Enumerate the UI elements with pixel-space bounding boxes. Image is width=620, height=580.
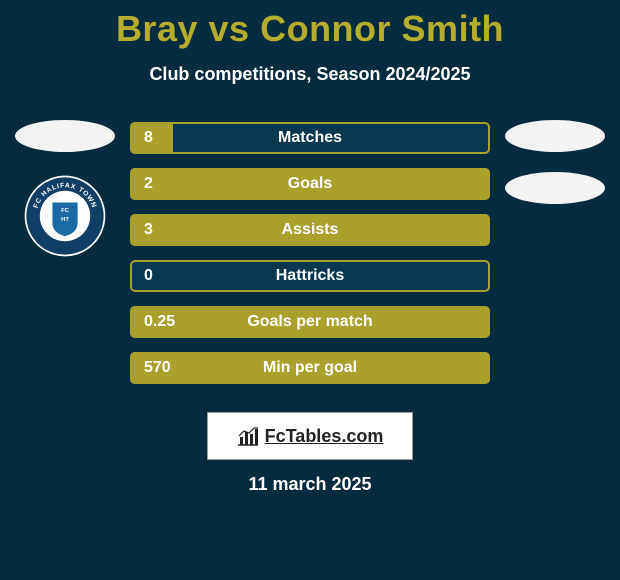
fctables-logo-text: FcTables.com [265,426,384,447]
stat-bar-matches: 8Matches [130,122,490,154]
page-title: Bray vs Connor Smith [0,0,620,50]
right-player-column [500,120,610,226]
left-club-badge: FC HALIFAX TOWN THE SHAYMEN FC HT [23,174,107,258]
bar-label: Assists [130,221,490,239]
bar-label: Goals per match [130,313,490,331]
stat-bar-goals: 2Goals [130,168,490,200]
svg-text:HT: HT [61,217,69,223]
fctables-logo[interactable]: FcTables.com [207,412,413,460]
bar-label: Min per goal [130,359,490,377]
title-right: Connor Smith [260,8,504,49]
footer-date: 11 march 2025 [0,474,620,495]
right-player-avatar [505,120,605,152]
stat-bars: 8Matches 2Goals 3Assists 0Hattricks 0.25Goal… [130,122,490,384]
left-player-column: FC HALIFAX TOWN THE SHAYMEN FC HT [10,120,120,258]
title-vs: vs [209,8,250,49]
bar-label: Hattricks [130,267,490,285]
right-club-badge-placeholder [505,172,605,204]
stat-bar-min-per-goal: 570Min per goal [130,352,490,384]
subtitle: Club competitions, Season 2024/2025 [0,64,620,85]
svg-text:FC: FC [61,208,70,214]
bar-label: Matches [130,129,490,147]
stat-bar-goals-per-match: 0.25Goals per match [130,306,490,338]
stat-bar-hattricks: 0Hattricks [130,260,490,292]
title-left: Bray [116,8,198,49]
stat-bar-assists: 3Assists [130,214,490,246]
bar-label: Goals [130,175,490,193]
left-player-avatar [15,120,115,152]
bar-chart-icon [237,426,259,446]
